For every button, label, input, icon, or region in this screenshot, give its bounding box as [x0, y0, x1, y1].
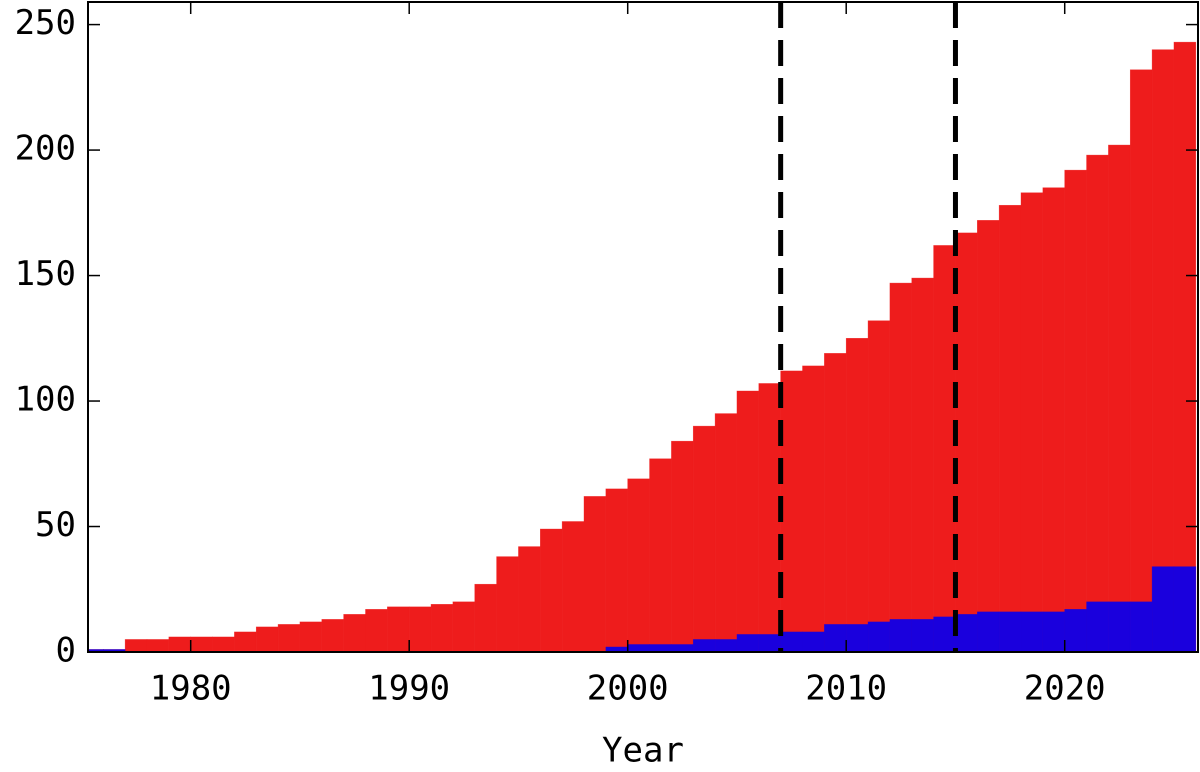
bar [1173, 566, 1197, 652]
bar [802, 365, 825, 652]
bar [343, 614, 366, 652]
bar [955, 232, 978, 652]
bar [911, 277, 934, 652]
bar [496, 556, 519, 652]
bar [1042, 187, 1066, 652]
bar [1151, 566, 1175, 652]
y-tick-label: 0 [56, 631, 76, 671]
bar [692, 425, 716, 652]
x-tick-label: 2020 [1024, 669, 1106, 709]
y-tick-label: 250 [15, 3, 76, 43]
bar [758, 634, 781, 652]
bar [212, 636, 235, 652]
bar [124, 639, 148, 652]
bar [1020, 611, 1044, 652]
bar [714, 639, 738, 652]
bar [277, 624, 301, 652]
y-tick-label: 150 [15, 254, 76, 294]
bar [605, 488, 629, 652]
bar [736, 634, 760, 652]
bar [1086, 601, 1109, 652]
bar [1129, 601, 1153, 652]
bar [627, 644, 650, 652]
bar [540, 528, 563, 652]
bar [649, 644, 672, 652]
bar [1173, 41, 1197, 652]
bar [955, 614, 978, 652]
bar [977, 220, 1000, 652]
bar [146, 639, 170, 652]
bar [102, 649, 126, 652]
x-tick-label: 2010 [805, 669, 887, 709]
x-tick-label: 1980 [150, 669, 232, 709]
bar [780, 370, 803, 652]
bar [758, 383, 781, 652]
y-tick-label: 200 [15, 129, 76, 169]
bar [845, 624, 869, 652]
bar [1086, 154, 1109, 652]
x-axis-label: Year [602, 731, 684, 771]
bar [583, 496, 607, 652]
plot-area [88, 2, 1197, 652]
bar [933, 245, 956, 652]
bar [1020, 192, 1044, 652]
bar [736, 390, 760, 652]
bar [998, 204, 1022, 652]
bar [692, 639, 716, 652]
x-tick-label: 2000 [587, 669, 669, 709]
bar [911, 619, 934, 652]
bar [255, 626, 279, 652]
bar [998, 611, 1022, 652]
bar [1129, 69, 1153, 652]
bar [452, 601, 476, 652]
bar [977, 611, 1000, 652]
bar [867, 621, 891, 652]
bar [1042, 611, 1066, 652]
x-tick-label: 1990 [368, 669, 450, 709]
bar [649, 458, 672, 652]
bar [933, 616, 956, 652]
bar [1064, 609, 1087, 652]
bar [321, 619, 344, 652]
bar [671, 644, 694, 652]
bar [867, 320, 891, 652]
y-tick-label: 50 [35, 505, 76, 545]
bar [627, 478, 650, 652]
bar [845, 337, 869, 652]
y-tick-label: 100 [15, 380, 76, 420]
bar [824, 353, 847, 652]
bar [671, 440, 694, 652]
bar [889, 282, 913, 652]
bar [1108, 144, 1131, 652]
bar [387, 606, 410, 652]
plot-frame [87, 1, 1199, 653]
bar [780, 631, 803, 652]
bar [1108, 601, 1131, 652]
bar [824, 624, 847, 652]
bar [714, 413, 738, 652]
bar [889, 619, 913, 652]
bar [1151, 49, 1175, 652]
bar [168, 636, 191, 652]
bar [234, 631, 257, 652]
bar [1064, 169, 1087, 652]
bar [430, 604, 454, 652]
bar [518, 546, 541, 652]
bar [561, 521, 585, 652]
bar [408, 606, 432, 652]
bar [190, 636, 213, 652]
bar [299, 621, 323, 652]
bar [474, 583, 497, 652]
bar [365, 609, 388, 652]
bar [802, 631, 825, 652]
